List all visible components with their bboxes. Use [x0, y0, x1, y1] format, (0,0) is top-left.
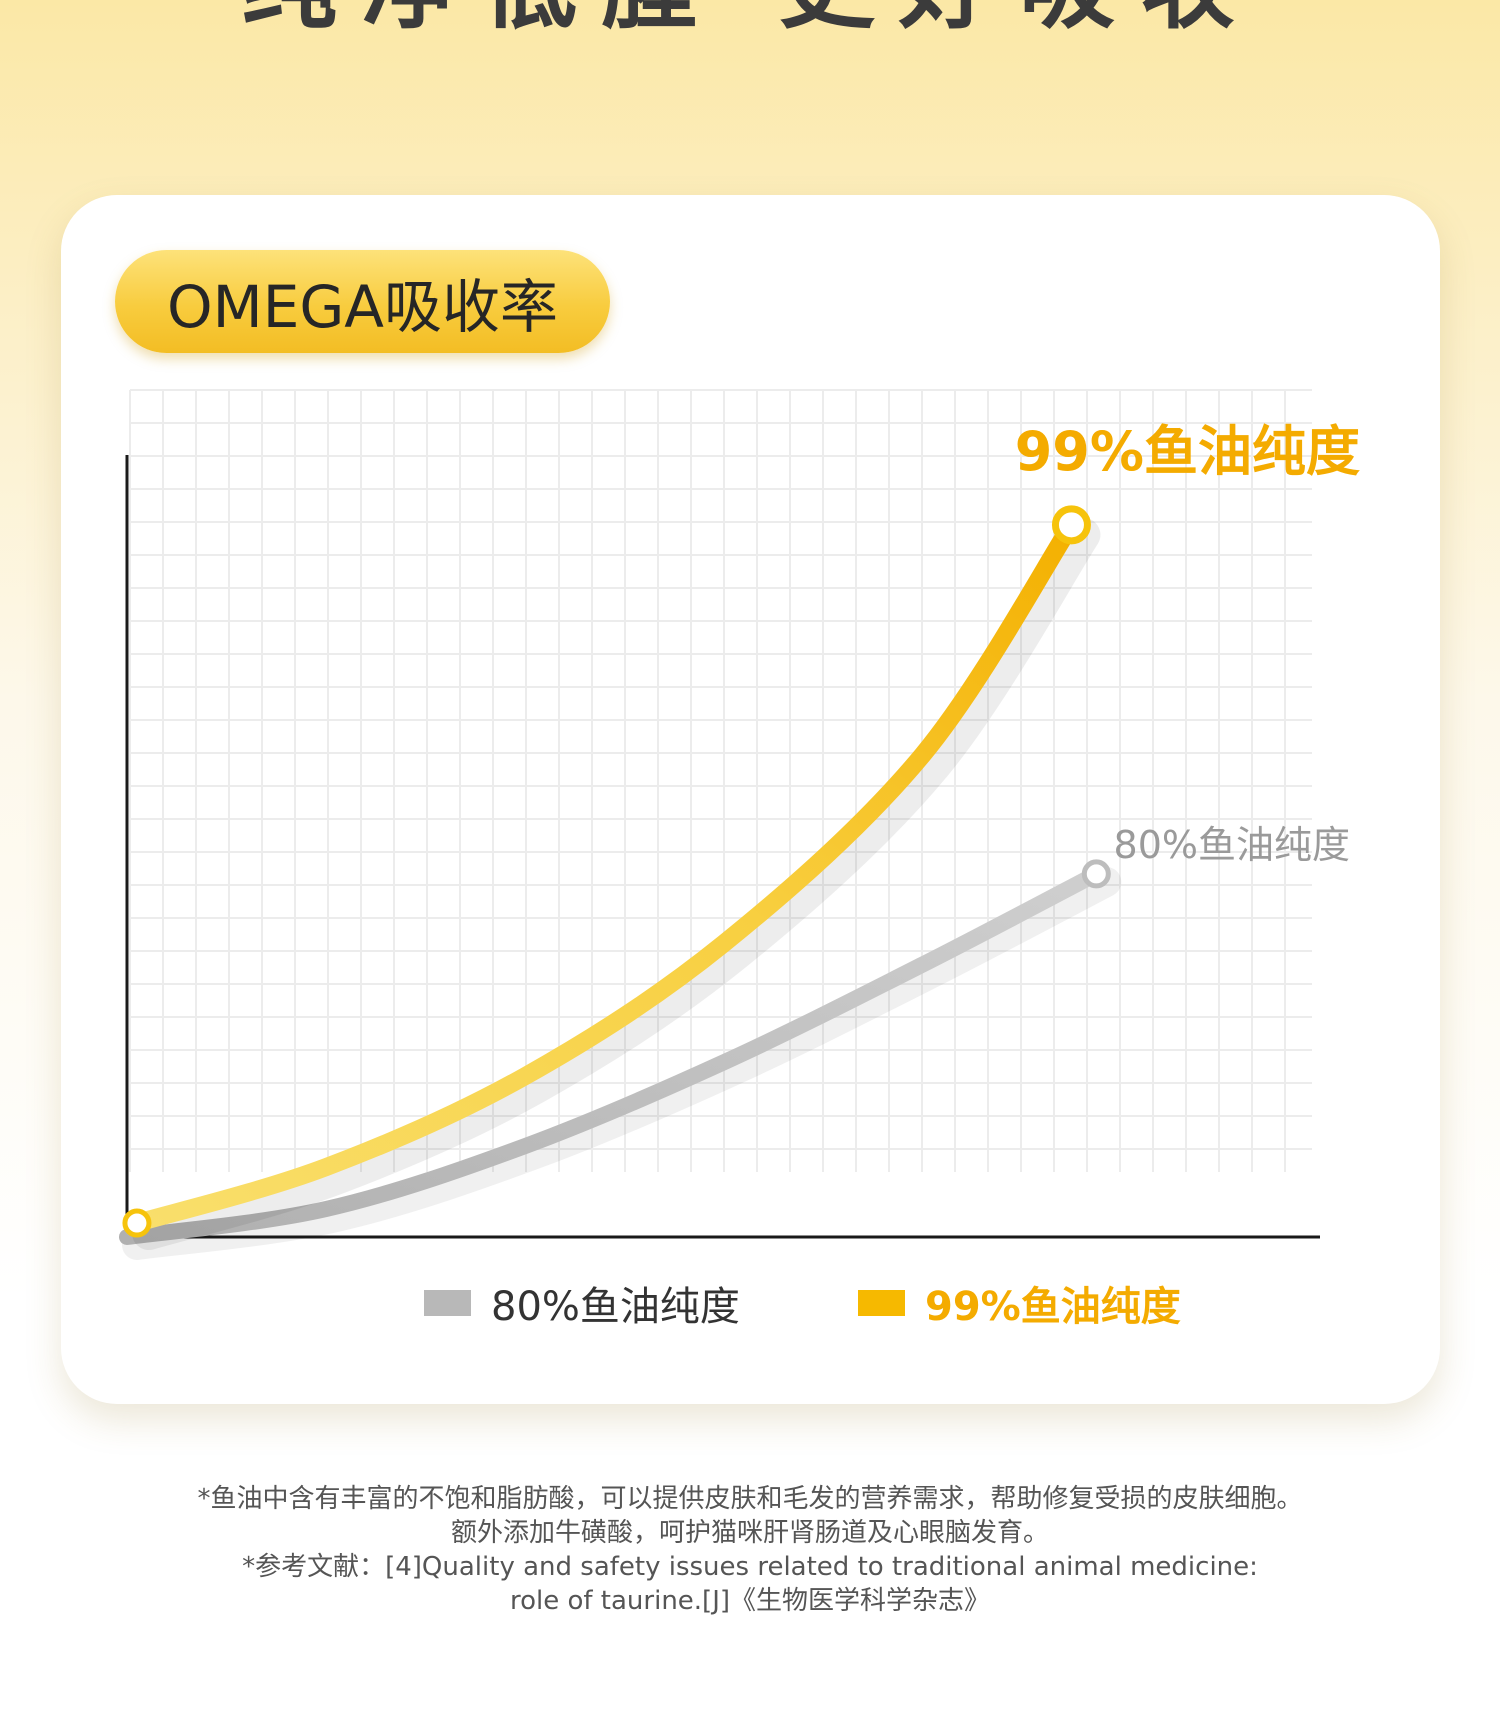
chart-card — [61, 195, 1440, 1404]
series-99-annotation: 99%鱼油纯度 — [1015, 420, 1360, 483]
series-80-end-point — [1081, 859, 1111, 889]
legend-swatch-gray — [424, 1290, 471, 1316]
series-99-line — [127, 515, 1081, 1233]
series-80-shadow — [122, 866, 1122, 1260]
footnote-line-2: 额外添加牛磺酸，呵护猫咪肝肾肠道及心眼脑发育。 — [450, 1518, 1049, 1548]
series-99-end-point — [1051, 505, 1091, 545]
footnote-line-1: *鱼油中含有丰富的不饱和脂肪酸，可以提供皮肤和毛发的营养需求，帮助修复受损的皮肤… — [197, 1484, 1303, 1514]
chart-title-badge: OMEGA吸收率 — [115, 250, 610, 353]
legend-swatch-gold — [858, 1290, 905, 1316]
footnote-line-4: role of taurine.[J]《生物医学科学杂志》 — [509, 1586, 991, 1616]
legend-item-99: 99%鱼油纯度 — [858, 1275, 1181, 1331]
series-99-start-point — [122, 1208, 152, 1238]
legend-label-99: 99%鱼油纯度 — [925, 1284, 1181, 1330]
series-99-shadow — [131, 517, 1101, 1251]
series-80-annotation: 80%鱼油纯度 — [1114, 823, 1350, 867]
hero-title: 纯净低腥 更好吸收 — [0, 0, 1500, 34]
grid — [129, 389, 1312, 1172]
legend-item-80: 80%鱼油纯度 — [424, 1275, 740, 1331]
series-80-line — [119, 865, 1105, 1245]
footnote: *鱼油中含有丰富的不饱和脂肪酸，可以提供皮肤和毛发的营养需求，帮助修复受损的皮肤… — [0, 1482, 1500, 1618]
legend-label-80: 80%鱼油纯度 — [491, 1284, 740, 1330]
footnote-line-3: *参考文献：[4]Quality and safety issues relat… — [242, 1552, 1258, 1582]
series-points — [122, 505, 1111, 1238]
